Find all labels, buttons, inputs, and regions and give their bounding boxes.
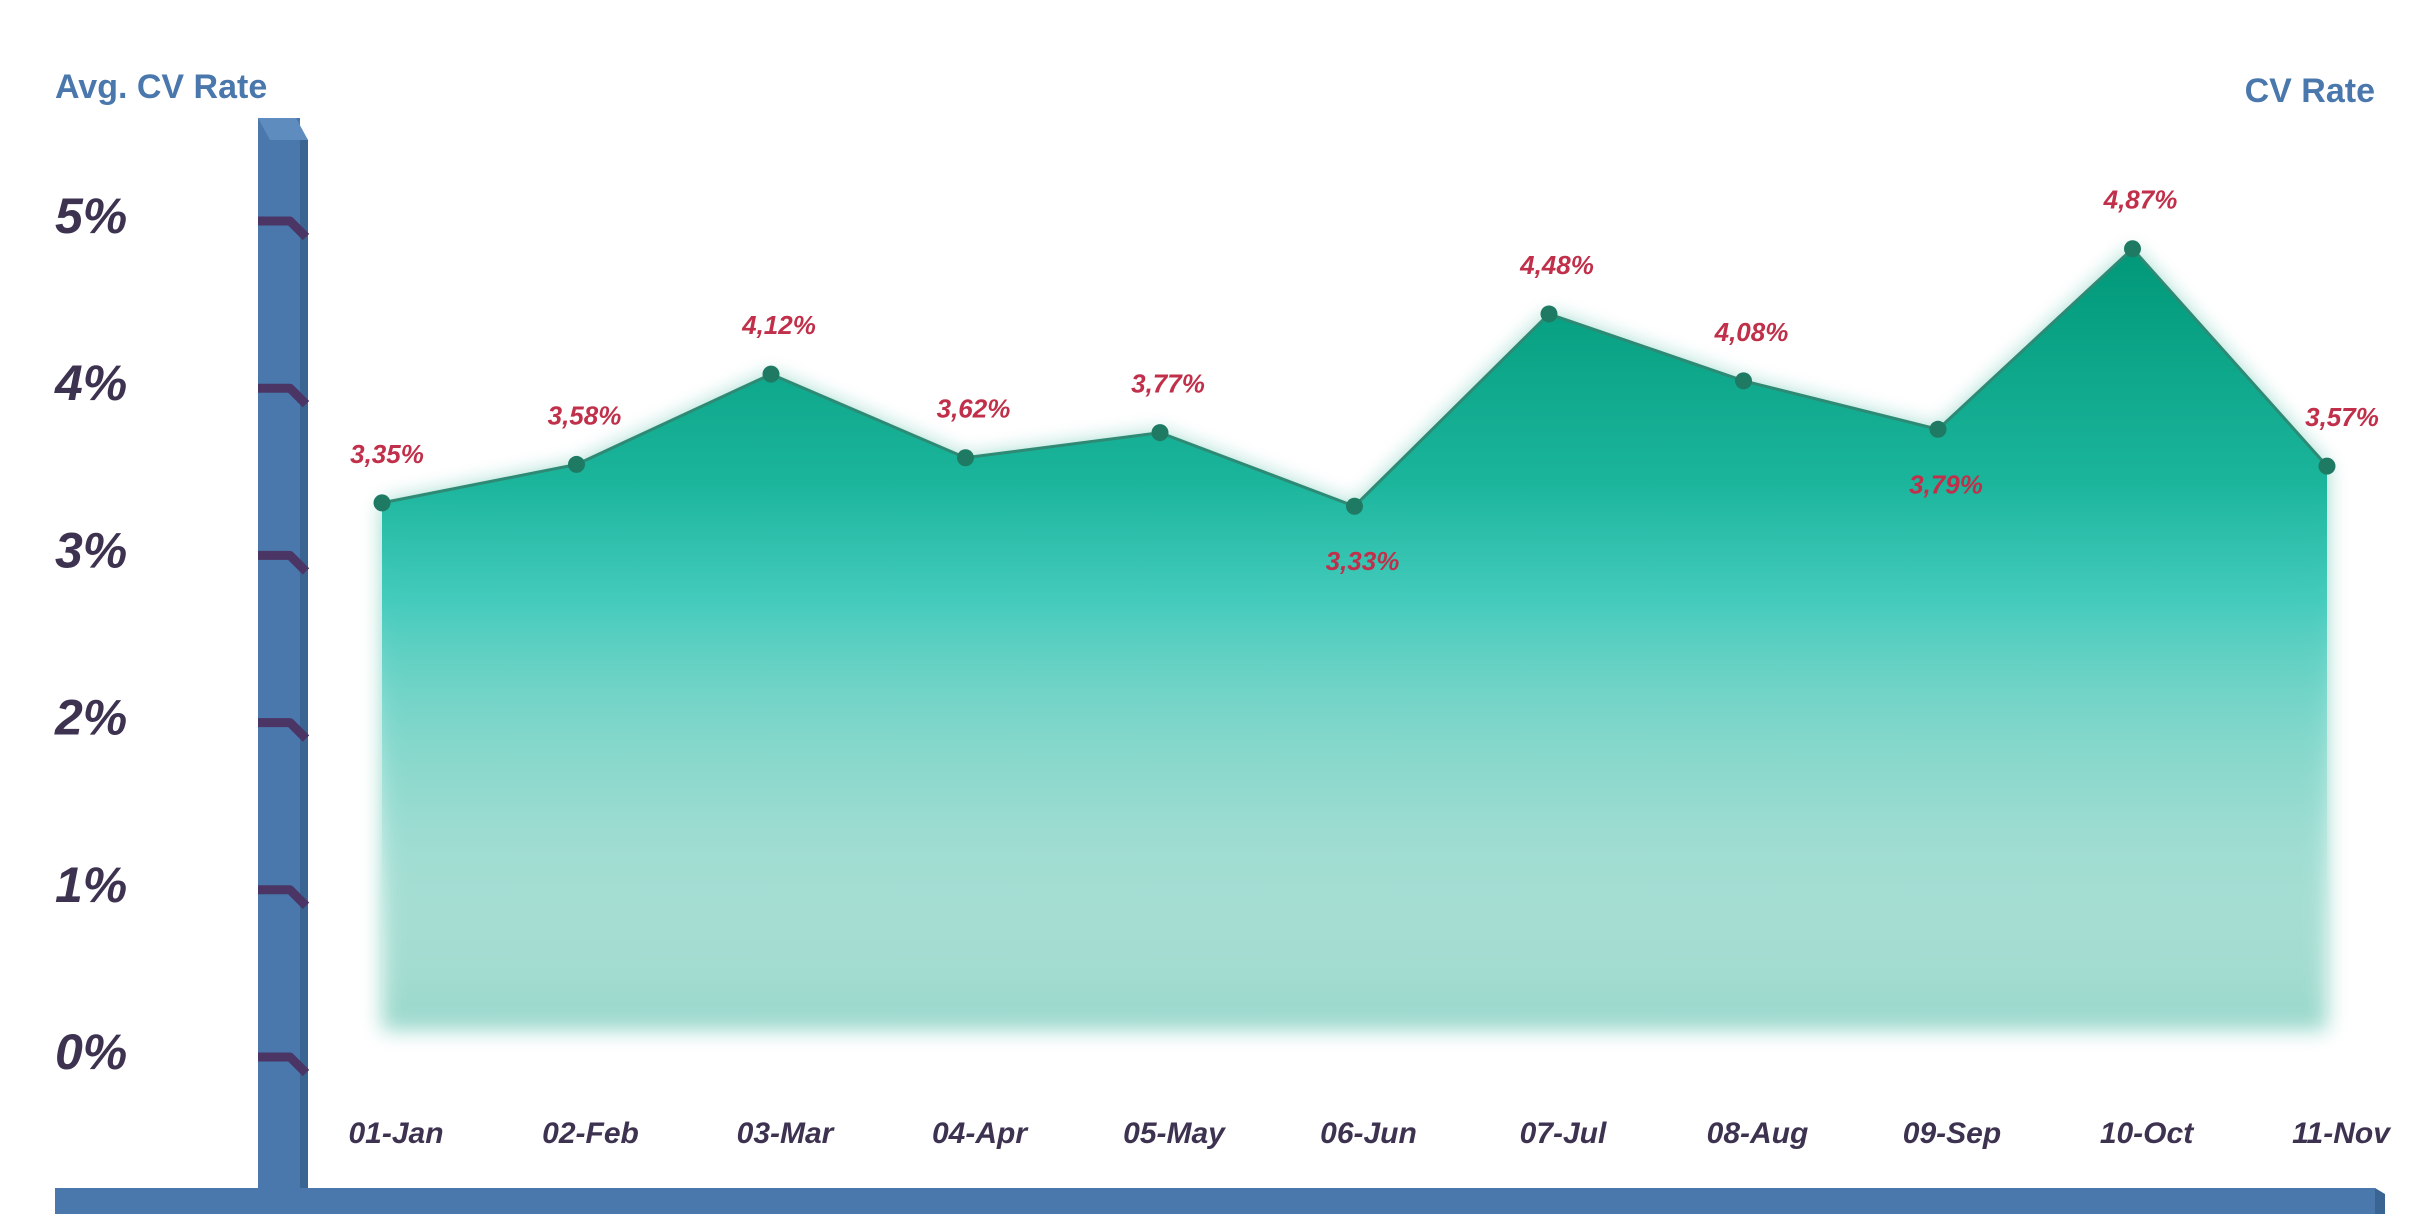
y-tick-mark <box>258 550 310 575</box>
data-label: 3,79% <box>1909 469 1983 499</box>
data-label: 4,08% <box>1714 317 1789 347</box>
data-point <box>373 494 391 512</box>
x-tick-label: 10-Oct <box>2100 1117 2195 1150</box>
y-tick-mark <box>258 718 310 742</box>
x-tick-label: 04-Apr <box>932 1117 1029 1150</box>
y-tick-mark <box>258 216 310 241</box>
y-tick-label: 4% <box>54 355 127 411</box>
data-point <box>2318 457 2336 475</box>
axis-layer: 0% 1% 2% 3% 4% 5% 01-Jan 02-Feb 03-Mar 04-Apr 05-M… <box>54 118 2392 1214</box>
area-fill <box>382 248 2327 1031</box>
y-axis-title-right: CV Rate <box>2244 72 2375 110</box>
x-tick-label: 08-Aug <box>1707 1117 1809 1150</box>
y-tick-label: 3% <box>55 522 127 578</box>
y-tick-label: 0% <box>55 1024 127 1080</box>
data-point <box>2124 240 2141 258</box>
y-tick-mark <box>258 885 310 909</box>
data-label: 3,62% <box>937 394 1011 424</box>
x-tick-label: 11-Nov <box>2292 1117 2392 1150</box>
y-axis-bar-side <box>300 130 308 1188</box>
x-axis-bar-side <box>2375 1188 2385 1214</box>
data-label: 4,48% <box>1519 250 1594 280</box>
x-tick-label: 07-Jul <box>1520 1117 1607 1150</box>
y-tick-label: 2% <box>54 690 127 746</box>
x-tick-label: 05-May <box>1123 1117 1226 1150</box>
x-tick-label: 09-Sep <box>1903 1117 2001 1150</box>
data-label: 3,77% <box>1131 369 1205 399</box>
y-tick-label: 5% <box>55 188 127 244</box>
x-tick-label: 02-Feb <box>542 1117 639 1150</box>
x-tick-label: 03-Mar <box>737 1117 836 1150</box>
x-axis-bar <box>55 1188 2375 1214</box>
data-point <box>762 365 780 383</box>
x-tick-label: 01-Jan <box>348 1117 443 1150</box>
x-tick-label: 06-Jun <box>1320 1117 1417 1150</box>
data-point <box>1735 372 1752 390</box>
label-layer: 3,35% 3,58% 4,12% 3,62% 3,77% 3,33% 4,48% 4,08%… <box>350 185 2379 576</box>
data-label: 4,87% <box>2103 185 2178 215</box>
data-point <box>1929 420 1947 438</box>
y-tick-label: 1% <box>55 857 127 913</box>
data-label: 3,33% <box>1326 546 1400 576</box>
data-label: 3,58% <box>548 400 622 430</box>
data-point <box>1151 424 1169 442</box>
y-axis-bar <box>258 118 300 1188</box>
data-label: 3,35% <box>350 439 424 469</box>
y-axis-title-left: Avg. CV Rate <box>55 68 268 106</box>
y-axis-bar-top <box>258 118 308 140</box>
data-point <box>568 455 585 473</box>
data-point <box>1540 305 1558 323</box>
data-point <box>957 449 974 467</box>
y-tick-mark <box>258 383 310 408</box>
data-label: 3,57% <box>2305 402 2379 432</box>
data-point <box>1346 497 1363 515</box>
y-tick-mark <box>258 1052 310 1077</box>
data-label: 4,12% <box>741 310 816 340</box>
line-layer <box>373 240 2336 515</box>
area-layer <box>382 248 2327 1031</box>
